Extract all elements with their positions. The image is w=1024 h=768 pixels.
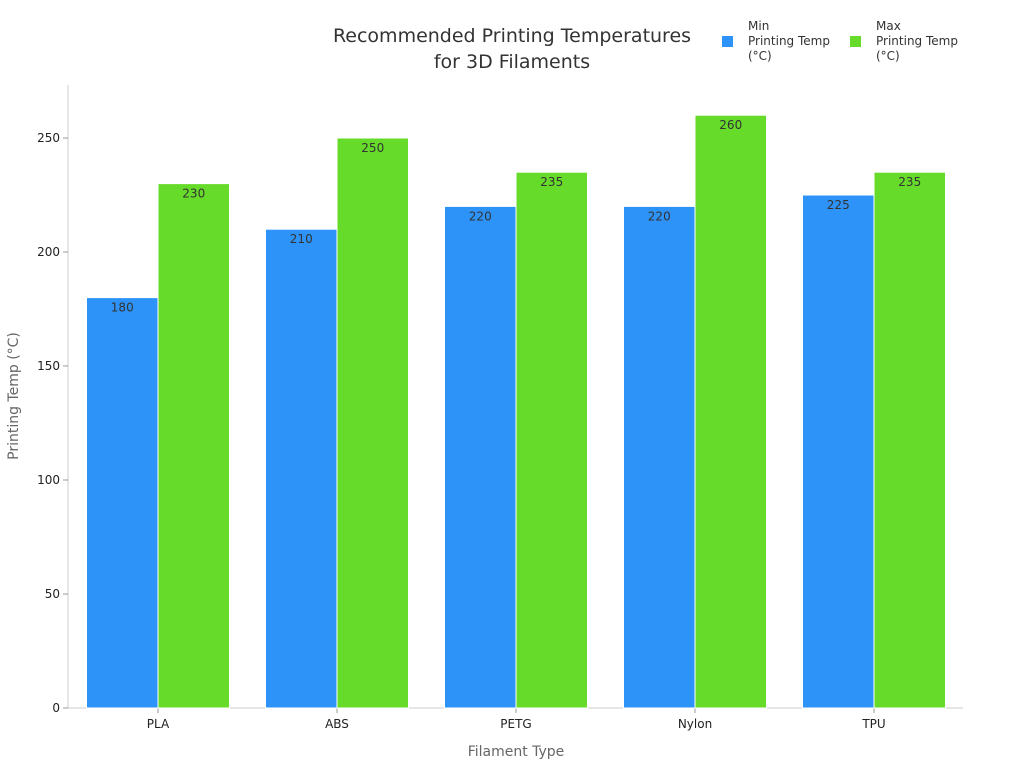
chart-title-line-2: for 3D Filaments: [434, 51, 590, 73]
y-tick-label: 250: [37, 131, 60, 145]
chart-title-line-1: Recommended Printing Temperatures: [333, 25, 691, 47]
legend-swatch: [850, 36, 861, 47]
y-tick-label: 200: [37, 245, 60, 259]
bar: [802, 194, 875, 709]
data-label: 220: [648, 209, 671, 223]
x-tick-label: TPU: [861, 717, 885, 731]
data-label: 250: [361, 141, 384, 155]
bar: [873, 171, 946, 709]
y-tick-label: 150: [37, 359, 60, 373]
legend-swatch: [722, 36, 733, 47]
bar: [515, 171, 588, 709]
bar: [157, 183, 230, 709]
legend-label: Printing Temp: [876, 34, 958, 48]
legend-label: (°C): [876, 49, 900, 63]
x-tick-label: Nylon: [678, 717, 712, 731]
data-label: 260: [719, 118, 742, 132]
x-tick-label: PLA: [147, 717, 170, 731]
data-label: 235: [898, 175, 921, 189]
data-label: 230: [182, 187, 205, 201]
bar: [694, 114, 767, 709]
bar: [265, 228, 338, 709]
legend-label: Max: [876, 19, 901, 33]
legend-label: Printing Temp: [748, 34, 830, 48]
bar: [623, 205, 696, 709]
y-tick-label: 50: [45, 587, 60, 601]
bar: [86, 297, 159, 709]
legend-label: Min: [748, 19, 769, 33]
data-label: 180: [111, 301, 134, 315]
x-tick-label: ABS: [325, 717, 349, 731]
x-axis-label: Filament Type: [468, 744, 565, 760]
y-tick-label: 100: [37, 473, 60, 487]
y-axis-label: Printing Temp (°C): [6, 332, 22, 460]
data-label: 235: [540, 175, 563, 189]
data-label: 225: [827, 198, 850, 212]
bar: [444, 205, 517, 709]
legend-label: (°C): [748, 49, 772, 63]
y-tick-label: 0: [52, 701, 60, 715]
x-tick-label: PETG: [500, 717, 531, 731]
data-label: 210: [290, 232, 313, 246]
bar: [336, 137, 409, 709]
data-label: 220: [469, 209, 492, 223]
